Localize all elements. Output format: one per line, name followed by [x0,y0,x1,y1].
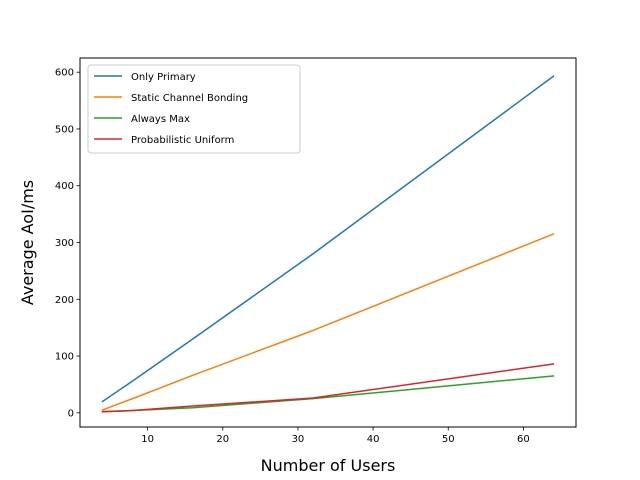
series-line-0 [101,75,555,403]
y-tick-label: 0 [68,408,74,419]
series-layer [101,75,555,413]
series-line-3 [101,363,555,413]
y-axis-ticks: 0 100 200 300 400 500 600 [55,68,80,419]
y-tick-label: 500 [55,124,74,135]
legend-label-3: Probabilistic Uniform [131,135,234,146]
x-tick-label: 50 [442,434,455,445]
legend-box [87,64,301,154]
y-axis-title: Average AoI/ms [18,180,37,305]
x-tick-label: 60 [517,434,530,445]
x-axis-title: Number of Users [261,456,396,475]
legend: Only Primary Static Channel Bonding Always… [87,64,301,154]
x-axis-ticks: 10 20 30 40 50 60 [141,427,530,445]
legend-label-0: Only Primary [131,72,196,83]
y-tick-label: 100 [55,352,74,363]
y-tick-label: 600 [55,68,74,79]
series-line-1 [101,233,555,411]
x-tick-label: 40 [367,434,380,445]
legend-label-2: Always Max [131,114,190,125]
x-tick-label: 20 [216,434,229,445]
x-tick-label: 10 [141,434,154,445]
y-tick-label: 200 [55,295,74,306]
x-tick-label: 30 [292,434,305,445]
y-tick-label: 400 [55,181,74,192]
legend-label-1: Static Channel Bonding [131,93,248,104]
y-tick-label: 300 [55,238,74,249]
